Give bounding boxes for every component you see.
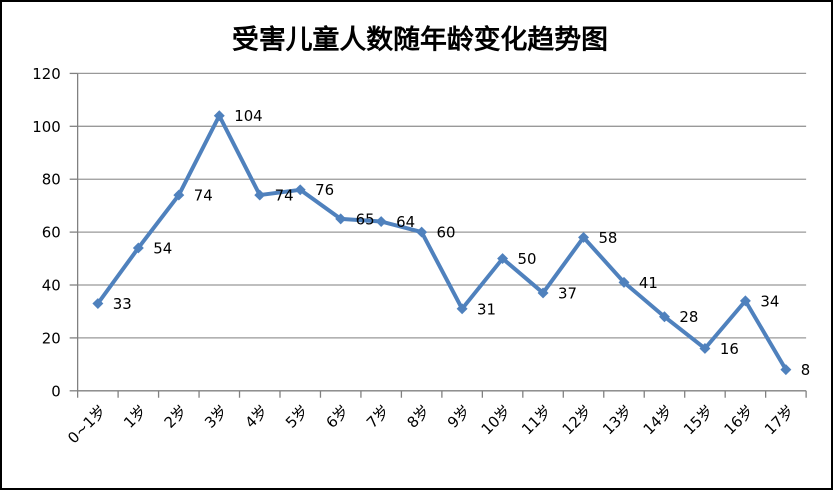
x-tick-label: 14岁 (640, 402, 677, 439)
data-point-marker (578, 231, 590, 243)
y-tick-label: 0 (51, 382, 61, 400)
x-tick-label: 2岁 (161, 402, 191, 432)
data-label: 76 (315, 181, 334, 199)
data-point-marker (294, 184, 306, 196)
data-label: 33 (113, 295, 132, 313)
x-tick-label: 13岁 (599, 402, 636, 439)
data-label: 34 (760, 292, 779, 310)
data-point-marker (618, 276, 630, 288)
data-point-marker (699, 343, 711, 354)
x-tick-label: 10岁 (478, 402, 515, 439)
data-point-marker (254, 189, 266, 201)
series-polyline (95, 113, 788, 372)
data-labels-group: 33 54 74 104 74 76 65 64 60 31 50 37 58 41 28 16 34 8 (113, 107, 811, 379)
chart-title: 受害儿童人数随年龄变化趋势图 (232, 24, 608, 56)
data-label: 60 (437, 224, 456, 242)
data-point-marker (375, 216, 387, 227)
data-label: 8 (801, 361, 811, 379)
data-label: 65 (356, 210, 375, 228)
series-group (92, 110, 792, 376)
data-label: 31 (477, 300, 496, 318)
data-point-marker (173, 189, 185, 201)
x-tick-label: 12岁 (559, 402, 596, 439)
y-tick-labels-group: 0 20 40 60 80 100 120 (32, 65, 60, 400)
x-tick-label: 1岁 (120, 402, 150, 432)
data-point-marker (213, 110, 225, 122)
x-tick-label: 8岁 (403, 402, 433, 432)
data-point-marker (132, 242, 144, 254)
data-label: 74 (194, 187, 213, 205)
data-label: 74 (275, 187, 294, 205)
x-tick-label: 6岁 (322, 402, 352, 432)
x-tick-label: 7岁 (363, 402, 393, 432)
data-point-marker (780, 364, 792, 376)
y-tick-label: 20 (42, 329, 61, 347)
x-tick-labels-group: 0~1岁 1岁 2岁 3岁 4岁 5岁 6岁 7岁 8岁 9岁 10岁 11岁 12岁 13岁 14岁 15岁… (64, 402, 798, 447)
x-tick-label: 17岁 (761, 402, 798, 439)
data-point-marker (739, 295, 751, 307)
data-point-marker (335, 213, 347, 225)
x-tick-label: 3岁 (201, 402, 231, 432)
x-tick-label: 9岁 (444, 402, 474, 432)
data-label: 37 (558, 284, 577, 302)
data-label: 50 (518, 250, 537, 268)
y-tick-label: 120 (32, 65, 60, 83)
y-tick-label: 80 (42, 171, 61, 189)
x-tick-label: 15岁 (680, 402, 717, 439)
data-label: 58 (598, 229, 617, 247)
x-tick-label: 0~1岁 (64, 402, 110, 447)
data-point-marker (658, 311, 670, 323)
data-point-marker (92, 298, 104, 309)
x-tick-label: 5岁 (282, 402, 312, 432)
data-label: 64 (396, 213, 415, 231)
data-label: 16 (720, 340, 739, 358)
y-tick-label: 60 (42, 224, 61, 242)
y-tick-label: 100 (32, 118, 60, 136)
data-label: 41 (639, 274, 658, 292)
data-label: 28 (679, 308, 698, 326)
data-label: 54 (153, 239, 172, 257)
axes-group (69, 72, 807, 398)
data-label: 104 (234, 107, 262, 125)
gridlines-group (77, 72, 807, 339)
x-tick-label: 11岁 (518, 402, 555, 439)
x-tick-label: 4岁 (242, 402, 272, 432)
x-tick-label: 16岁 (720, 402, 757, 439)
y-tick-label: 40 (42, 276, 61, 294)
